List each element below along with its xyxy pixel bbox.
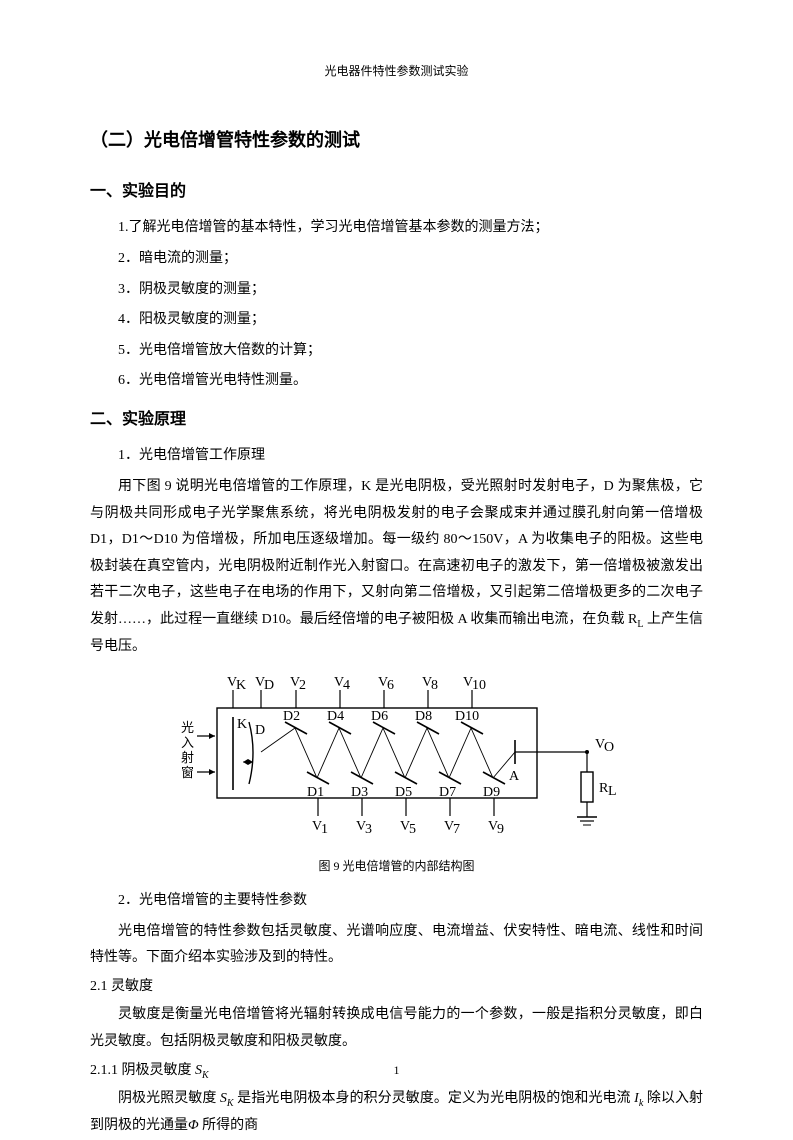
symbol-phi: Φ: [188, 1118, 199, 1133]
svg-text:D8: D8: [415, 709, 432, 724]
svg-text:D4: D4: [327, 709, 344, 724]
subsection-2-1-title: 2.1 灵敏度: [90, 974, 703, 1001]
svg-text:D9: D9: [483, 785, 500, 800]
figure-caption: 图 9 光电倍增管的内部结构图: [90, 855, 703, 878]
list-item: 4．阳极灵敏度的测量；: [90, 307, 703, 334]
svg-text:6: 6: [387, 678, 394, 693]
paragraph: 阴极光照灵敏度 SK 是指光电阴极本身的积分灵敏度。定义为光电阴极的饱和光电流 …: [90, 1086, 703, 1139]
svg-text:D7: D7: [439, 785, 456, 800]
symbol-s: S: [220, 1091, 227, 1106]
svg-text:10: 10: [472, 678, 486, 693]
svg-text:L: L: [608, 784, 617, 799]
subsection-2-1-title: 1．光电倍增管工作原理: [90, 443, 703, 470]
svg-text:7: 7: [453, 822, 460, 837]
page-number: 1: [0, 1059, 793, 1082]
list-item: 5．光电倍增管放大倍数的计算；: [90, 338, 703, 365]
main-title: （二）光电倍增管特性参数的测试: [90, 123, 703, 157]
svg-text:9: 9: [497, 822, 504, 837]
svg-text:光: 光: [181, 720, 194, 735]
svg-text:D10: D10: [455, 709, 479, 724]
svg-text:入: 入: [181, 735, 194, 750]
svg-text:D: D: [255, 723, 265, 738]
section-1-title: 一、实验目的: [90, 177, 703, 207]
svg-text:D3: D3: [351, 785, 368, 800]
list-item: 3．阴极灵敏度的测量；: [90, 277, 703, 304]
text: 阴极光照灵敏度: [118, 1091, 220, 1106]
svg-text:D1: D1: [307, 785, 324, 800]
svg-text:3: 3: [365, 822, 372, 837]
figure-9: 光 入 射 窗 K VK D VD: [90, 672, 703, 847]
svg-text:K: K: [237, 717, 247, 732]
svg-text:2: 2: [299, 678, 306, 693]
svg-text:D: D: [264, 678, 274, 693]
svg-text:D5: D5: [395, 785, 412, 800]
svg-text:5: 5: [409, 822, 416, 837]
svg-text:1: 1: [321, 822, 328, 837]
list-item: 6．光电倍增管光电特性测量。: [90, 368, 703, 395]
text: 是指光电阴极本身的积分灵敏度。定义为光电阴极的饱和光电流: [234, 1091, 635, 1106]
svg-text:K: K: [236, 678, 246, 693]
para-text: 用下图 9 说明光电倍增管的工作原理，K 是光电阴极，受光照射时发射电子，D 为…: [90, 479, 703, 627]
svg-text:窗: 窗: [181, 765, 194, 780]
subscript-k: K: [227, 1098, 234, 1109]
paragraph: 用下图 9 说明光电倍增管的工作原理，K 是光电阴极，受光照射时发射电子，D 为…: [90, 474, 703, 660]
svg-text:4: 4: [343, 678, 350, 693]
svg-text:D2: D2: [283, 709, 300, 724]
text: 所得的商: [199, 1118, 259, 1133]
svg-text:射: 射: [181, 750, 194, 765]
paragraph: 灵敏度是衡量光电倍增管将光辐射转换成电信号能力的一个参数，一般是指积分灵敏度，即…: [90, 1002, 703, 1055]
svg-text:D6: D6: [371, 709, 388, 724]
svg-text:8: 8: [431, 678, 438, 693]
paragraph: 光电倍增管的特性参数包括灵敏度、光谱响应度、电流增益、伏安特性、暗电流、线性和时…: [90, 919, 703, 972]
pmt-diagram: 光 入 射 窗 K VK D VD: [157, 672, 637, 847]
svg-text:A: A: [509, 769, 520, 784]
subsection-2-2-title: 2．光电倍增管的主要特性参数: [90, 888, 703, 915]
section-2-title: 二、实验原理: [90, 405, 703, 435]
list-item: 2．暗电流的测量；: [90, 246, 703, 273]
page-header: 光电器件特性参数测试实验: [90, 60, 703, 83]
svg-text:O: O: [604, 740, 614, 755]
list-item: 1.了解光电倍增管的基本特性，学习光电倍增管基本参数的测量方法；: [90, 215, 703, 242]
